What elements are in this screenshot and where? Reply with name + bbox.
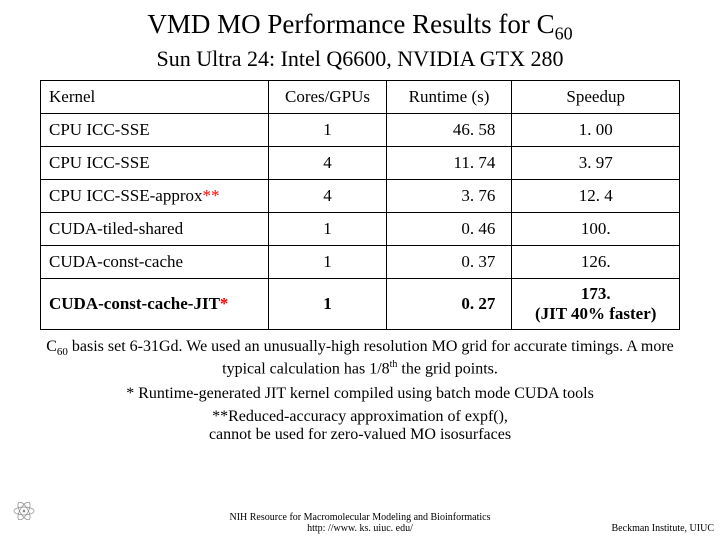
footer: NIH Resource for Macromolecular Modeling… xyxy=(0,512,720,534)
table-row: CPU ICC-SSE146. 581. 00 xyxy=(41,114,680,147)
footnote-approx: **Reduced-accuracy approximation of expf… xyxy=(40,408,680,444)
title-main: VMD MO Performance Results for C xyxy=(147,9,554,39)
caption-sub: 60 xyxy=(57,346,68,358)
table-row: CUDA-const-cache10. 37126. xyxy=(41,246,680,279)
table-row: CPU ICC-SSE411. 743. 97 xyxy=(41,147,680,180)
title-subscript: 60 xyxy=(555,23,573,43)
cell-kernel: CPU ICC-SSE-approx** xyxy=(41,180,269,213)
footnote-approx-line1: **Reduced-accuracy approximation of expf… xyxy=(212,408,508,425)
page-subtitle: Sun Ultra 24: Intel Q6600, NVIDIA GTX 28… xyxy=(0,46,720,72)
page-title: VMD MO Performance Results for C60 xyxy=(0,0,720,44)
cell-kernel: CUDA-const-cache-JIT* xyxy=(41,279,269,330)
caption-post: the grid points. xyxy=(397,361,497,378)
table-row: CPU ICC-SSE-approx**43. 7612. 4 xyxy=(41,180,680,213)
caption-pre: C xyxy=(46,338,57,355)
cell-kernel: CPU ICC-SSE xyxy=(41,147,269,180)
footer-line2: http: //www. ks. uiuc. edu/ xyxy=(307,523,413,534)
footer-right: Beckman Institute, UIUC xyxy=(612,523,714,534)
table-row: CUDA-const-cache-JIT*10. 27173.(JIT 40% … xyxy=(41,279,680,330)
cell-runtime: 3. 76 xyxy=(386,180,512,213)
cell-cores: 1 xyxy=(269,246,386,279)
cell-speedup: 3. 97 xyxy=(512,147,680,180)
footer-line1: NIH Resource for Macromolecular Modeling… xyxy=(229,512,490,523)
cell-runtime: 46. 58 xyxy=(386,114,512,147)
cell-runtime: 0. 46 xyxy=(386,213,512,246)
cell-kernel: CUDA-tiled-shared xyxy=(41,213,269,246)
cell-runtime: 0. 37 xyxy=(386,246,512,279)
caption: C60 basis set 6-31Gd. We used an unusual… xyxy=(36,338,684,379)
footnote-jit: * Runtime-generated JIT kernel compiled … xyxy=(34,385,686,404)
cell-kernel: CUDA-const-cache xyxy=(41,246,269,279)
cell-kernel: CPU ICC-SSE xyxy=(41,114,269,147)
footnote-approx-line2: cannot be used for zero-valued MO isosur… xyxy=(209,426,511,443)
cell-cores: 1 xyxy=(269,114,386,147)
caption-mid: basis set 6-31Gd. We used an unusually-h… xyxy=(68,338,674,377)
col-header-speedup: Speedup xyxy=(512,81,680,114)
col-header-kernel: Kernel xyxy=(41,81,269,114)
cell-cores: 1 xyxy=(269,213,386,246)
cell-speedup: 126. xyxy=(512,246,680,279)
nih-logo xyxy=(6,502,42,534)
cell-cores: 4 xyxy=(269,180,386,213)
table-header-row: Kernel Cores/GPUs Runtime (s) Speedup xyxy=(41,81,680,114)
cell-cores: 4 xyxy=(269,147,386,180)
col-header-runtime: Runtime (s) xyxy=(386,81,512,114)
cell-runtime: 0. 27 xyxy=(386,279,512,330)
cell-runtime: 11. 74 xyxy=(386,147,512,180)
cell-speedup: 12. 4 xyxy=(512,180,680,213)
table-row: CUDA-tiled-shared10. 46100. xyxy=(41,213,680,246)
col-header-cores: Cores/GPUs xyxy=(269,81,386,114)
performance-table: Kernel Cores/GPUs Runtime (s) Speedup CP… xyxy=(40,80,680,330)
cell-speedup: 100. xyxy=(512,213,680,246)
cell-cores: 1 xyxy=(269,279,386,330)
cell-speedup: 173.(JIT 40% faster) xyxy=(512,279,680,330)
cell-speedup: 1. 00 xyxy=(512,114,680,147)
